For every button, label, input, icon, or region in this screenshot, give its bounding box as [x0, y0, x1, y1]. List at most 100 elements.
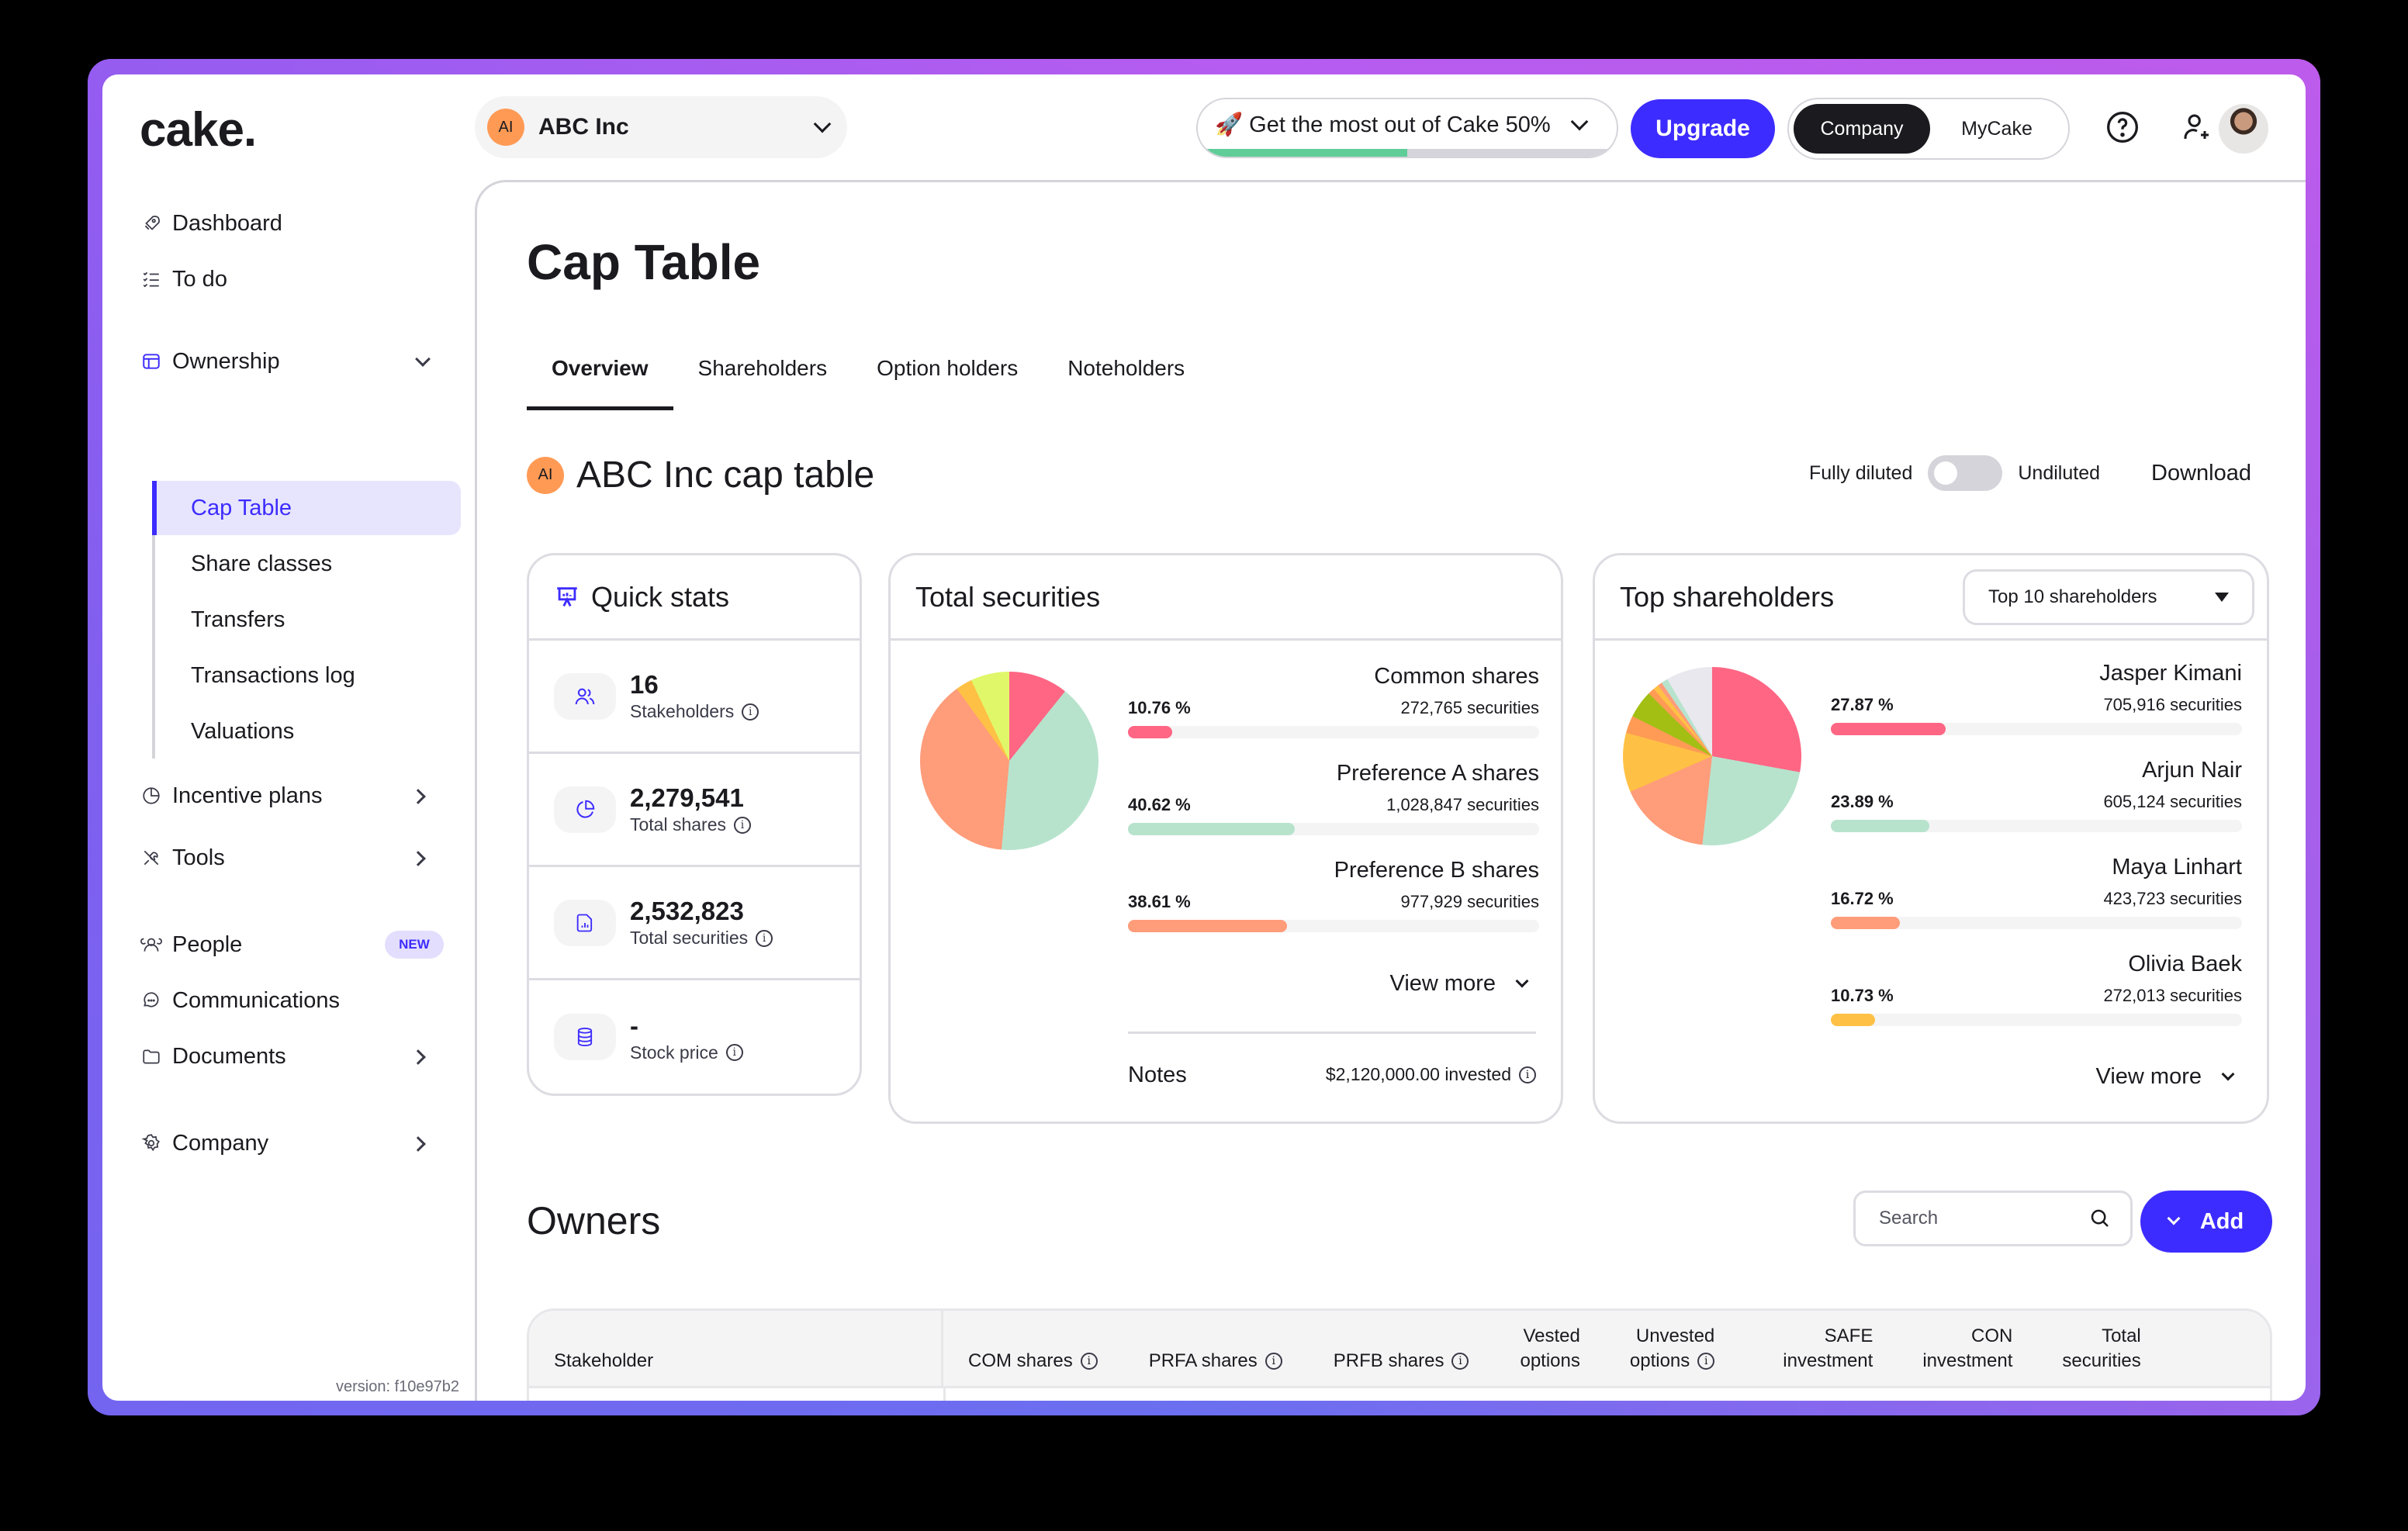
- chevron-down-icon: [1515, 974, 1529, 987]
- owners-search-input[interactable]: Search: [1853, 1191, 2133, 1246]
- sidebar-item-incentive-plans[interactable]: Incentive plans: [140, 774, 322, 817]
- info-icon[interactable]: i: [1697, 1353, 1715, 1370]
- onboarding-progress-pill[interactable]: 🚀 Get the most out of Cake 50%: [1196, 98, 1618, 158]
- shareholder-name: Maya Linhart: [2112, 855, 2242, 880]
- download-button[interactable]: Download: [2151, 460, 2251, 486]
- help-button[interactable]: [2104, 109, 2141, 146]
- upgrade-button[interactable]: Upgrade: [1631, 99, 1775, 158]
- divider: [1128, 1032, 1536, 1034]
- sidebar-item-ownership[interactable]: Ownership: [140, 340, 280, 383]
- stat-row: 2,279,541 Total shares i: [529, 754, 860, 867]
- chevron-right-icon[interactable]: [410, 789, 426, 804]
- top-shareholders-title: Top shareholders: [1620, 580, 1835, 613]
- progress-fill: [1831, 1014, 1875, 1026]
- company-selector[interactable]: AI ABC Inc: [475, 96, 847, 158]
- add-owner-button[interactable]: Add: [2140, 1191, 2272, 1253]
- tab-overview[interactable]: Overview: [527, 345, 673, 410]
- sidebar-item-communications[interactable]: Communications: [140, 979, 340, 1022]
- shareholder-percentage: 27.87 %: [1831, 695, 1894, 714]
- tab-shareholders[interactable]: Shareholders: [697, 356, 828, 380]
- column-header-unvested-options[interactable]: Unvested options i: [1629, 1324, 1715, 1386]
- column-label: options: [1629, 1350, 1690, 1371]
- column-header-prfb-shares[interactable]: PRFB shares i: [1334, 1349, 1469, 1386]
- shareholder-securities: 705,916 securities: [2103, 695, 2242, 714]
- info-icon[interactable]: i: [1519, 1066, 1536, 1083]
- user-avatar[interactable]: [2219, 104, 2268, 154]
- shareholder-name: Olivia Baek: [2128, 952, 2242, 976]
- progress-fill: [1128, 823, 1296, 835]
- sidebar-item-dashboard[interactable]: Dashboard: [140, 202, 282, 245]
- sidebar-item-documents[interactable]: Documents: [140, 1035, 286, 1078]
- dilution-toggle[interactable]: [1928, 455, 2003, 491]
- sidebar-subitem-transactions-log[interactable]: Transactions log: [191, 662, 355, 688]
- sidebar-item-todo[interactable]: To do: [140, 257, 227, 301]
- view-more-shareholders-button[interactable]: View more: [2096, 1064, 2235, 1090]
- sidebar-item-tools[interactable]: Tools: [140, 836, 225, 880]
- quick-stats-title: Quick stats: [591, 580, 730, 613]
- securities-row: Preference A shares 40.62 % 1,028,847 se…: [1128, 761, 1539, 858]
- sidebar-item-label: To do: [172, 266, 227, 292]
- sidebar-subitem-cap-table[interactable]: Cap Table: [152, 481, 461, 535]
- progress-fill: [1831, 820, 1929, 832]
- invite-user-button[interactable]: [2178, 109, 2216, 146]
- security-class-name: Preference B shares: [1334, 858, 1539, 883]
- info-icon[interactable]: i: [1080, 1353, 1098, 1370]
- column-header-stakeholder[interactable]: Stakeholder: [529, 1311, 943, 1386]
- progress-fill: [1831, 917, 1900, 929]
- view-more-label: View more: [1389, 971, 1496, 996]
- info-icon[interactable]: i: [725, 1044, 743, 1061]
- top-shareholders-pie-chart[interactable]: [1623, 667, 1801, 845]
- info-icon[interactable]: i: [1451, 1353, 1469, 1370]
- total-securities-pie-chart[interactable]: [920, 672, 1098, 850]
- column-header-vested-options[interactable]: Vested options: [1520, 1324, 1579, 1386]
- segment-mycake[interactable]: MyCake: [1961, 117, 2033, 140]
- sidebar-item-label: Ownership: [172, 348, 280, 374]
- column-header-com-shares[interactable]: COM shares i: [968, 1349, 1098, 1386]
- column-label: Vested: [1523, 1325, 1580, 1346]
- cake-logo[interactable]: cake.: [140, 103, 257, 157]
- column-header-total-securities[interactable]: Total securities: [2062, 1324, 2140, 1386]
- shareholder-row: Jasper Kimani 27.87 % 705,916 securities: [1831, 661, 2242, 758]
- sidebar-item-label: Documents: [172, 1043, 286, 1069]
- top-shareholders-header: Top shareholders Top 10 shareholders: [1595, 555, 2267, 641]
- tab-option-holders[interactable]: Option holders: [877, 356, 1019, 380]
- progress-track: [1128, 726, 1539, 738]
- chevron-right-icon[interactable]: [410, 851, 426, 866]
- stat-label: Stock price: [630, 1042, 718, 1063]
- sidebar-subitem-transfers[interactable]: Transfers: [191, 607, 285, 632]
- undiluted-label: Undiluted: [2018, 461, 2101, 484]
- view-more-securities-button[interactable]: View more: [1389, 971, 1529, 997]
- chevron-right-icon[interactable]: [410, 1136, 426, 1152]
- tab-noteholders[interactable]: Noteholders: [1067, 356, 1185, 380]
- shareholders-list: Jasper Kimani 27.87 % 705,916 securities…: [1831, 661, 2242, 1049]
- shareholder-row: Maya Linhart 16.72 % 423,723 securities: [1831, 855, 2242, 952]
- gear-icon: [140, 1132, 163, 1155]
- sidebar-subitem-valuations[interactable]: Valuations: [191, 718, 295, 744]
- sidebar-subitem-share-classes[interactable]: Share classes: [191, 551, 333, 576]
- info-icon[interactable]: i: [734, 816, 752, 834]
- column-header-con-investment[interactable]: CON investment: [1922, 1324, 2012, 1386]
- sidebar-item-label: Dashboard: [172, 210, 282, 236]
- promo-progress-fill: [1198, 149, 1407, 157]
- top-shareholders-select[interactable]: Top 10 shareholders: [1963, 569, 2254, 625]
- info-icon[interactable]: i: [742, 703, 759, 721]
- stat-value: -: [630, 1011, 638, 1040]
- dilution-controls: Fully diluted Undiluted Download: [1809, 455, 2251, 491]
- total-securities-title: Total securities: [891, 555, 1561, 641]
- table-row[interactable]: [529, 1388, 2270, 1401]
- info-icon[interactable]: i: [756, 929, 773, 947]
- column-header-safe-investment[interactable]: SAFE investment: [1783, 1324, 1873, 1386]
- fully-diluted-label: Fully diluted: [1808, 461, 1913, 484]
- sidebar-item-label: Company: [172, 1130, 269, 1156]
- chevron-right-icon[interactable]: [410, 1049, 426, 1065]
- chevron-down-icon[interactable]: [415, 351, 431, 367]
- info-icon[interactable]: i: [1265, 1353, 1282, 1370]
- sidebar-item-people[interactable]: People: [140, 923, 242, 966]
- stat-value: 2,279,541: [630, 783, 744, 812]
- segment-company[interactable]: Company: [1794, 104, 1930, 154]
- column-label: COM shares: [968, 1350, 1073, 1371]
- column-header-prfa-shares[interactable]: PRFA shares i: [1149, 1349, 1282, 1386]
- search-placeholder: Search: [1879, 1208, 1939, 1229]
- securities-row: Preference B shares 38.61 % 977,929 secu…: [1128, 858, 1539, 955]
- sidebar-item-company[interactable]: Company: [140, 1121, 268, 1165]
